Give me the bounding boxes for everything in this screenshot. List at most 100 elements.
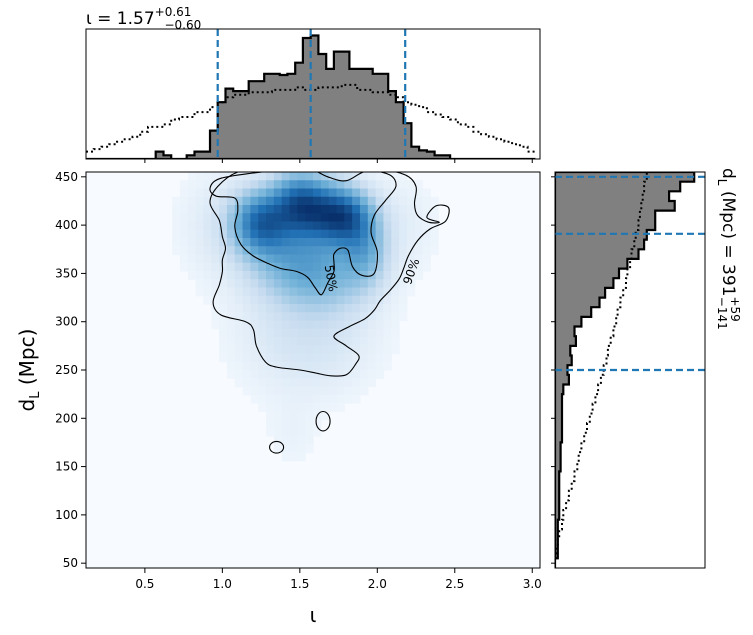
heatmap-cell xyxy=(226,370,236,379)
heatmap-cell xyxy=(226,337,236,346)
heatmap-cell xyxy=(242,196,251,206)
heatmap-cell xyxy=(406,188,416,198)
heatmap-cell xyxy=(406,180,416,190)
x-tick-label: 1.5 xyxy=(290,577,309,591)
heatmap-cell xyxy=(297,436,306,445)
heatmap-cell xyxy=(219,205,228,214)
heatmap-cell xyxy=(383,196,392,206)
heatmap-cell xyxy=(289,196,298,206)
heatmap-cell xyxy=(273,229,283,239)
heatmap-cell xyxy=(375,361,385,371)
heatmap-cell xyxy=(250,205,259,214)
heatmap-cell xyxy=(258,361,267,371)
heatmap-cell xyxy=(399,279,408,289)
heatmap-cell xyxy=(195,172,205,181)
heatmap-cell xyxy=(414,238,424,247)
heatmap-cell xyxy=(281,180,291,190)
heatmap-cell xyxy=(344,312,353,322)
heatmap-cell xyxy=(242,271,251,280)
heatmap-cell xyxy=(375,304,385,313)
contour-90-line xyxy=(209,172,450,377)
heatmap-cell xyxy=(422,196,432,206)
heatmap-cell xyxy=(305,295,314,305)
heatmap-cell xyxy=(211,172,220,181)
heatmap-cell xyxy=(391,180,400,190)
heatmap-cell xyxy=(313,254,322,264)
heatmap-cell xyxy=(320,213,330,223)
heatmap-cell xyxy=(266,221,275,231)
heatmap-cell xyxy=(375,205,385,214)
heatmap-cell xyxy=(328,172,338,181)
heatmap-cell xyxy=(399,254,408,264)
heatmap-cell xyxy=(226,221,236,231)
heatmap-cell xyxy=(273,345,283,355)
heatmap-cell xyxy=(320,320,330,330)
heatmap-cell xyxy=(399,229,408,239)
heatmap-cell xyxy=(383,221,392,231)
heatmap-cell xyxy=(367,180,377,190)
heatmap-cell xyxy=(375,246,385,256)
heatmap-cell xyxy=(297,229,306,239)
heatmap-cell xyxy=(313,246,322,256)
heatmap-cell xyxy=(320,394,330,404)
heatmap-cell xyxy=(250,279,259,289)
heatmap-cell xyxy=(375,295,385,305)
heatmap-cell xyxy=(399,246,408,256)
heatmap-cell xyxy=(273,246,283,256)
heatmap-cell xyxy=(297,411,306,421)
heatmap-cell xyxy=(187,254,197,264)
heatmap-cell xyxy=(313,279,322,289)
heatmap-cell xyxy=(305,229,314,239)
heatmap-cell xyxy=(336,287,345,297)
heatmap-cell xyxy=(234,221,244,231)
heatmap-cell xyxy=(281,213,291,223)
heatmap-cell xyxy=(281,370,291,379)
heatmap-cell xyxy=(313,386,322,396)
heatmap-cell xyxy=(203,246,212,256)
heatmap-cell xyxy=(172,238,181,247)
heatmap-cell xyxy=(352,312,361,322)
heatmap-cell xyxy=(336,361,345,371)
heatmap-cell xyxy=(219,271,228,280)
heatmap-cell xyxy=(383,353,392,363)
heatmap-cell xyxy=(344,337,353,346)
heatmap-cell xyxy=(297,353,306,363)
heatmap-cell xyxy=(297,320,306,330)
heatmap-cell xyxy=(266,254,275,264)
heatmap-cell xyxy=(391,221,400,231)
heatmap-cell xyxy=(250,188,259,198)
heatmap-cell xyxy=(242,180,251,190)
heatmap-cell xyxy=(336,337,345,346)
contour-island xyxy=(269,440,285,454)
heatmap-cell xyxy=(320,378,330,388)
heatmap-cell xyxy=(320,205,330,214)
heatmap-cell xyxy=(313,229,322,239)
heatmap-cell xyxy=(320,262,330,272)
heatmap-cell xyxy=(313,378,322,388)
heatmap-cell xyxy=(219,312,228,322)
heatmap-cell xyxy=(250,353,259,363)
heatmap-cell xyxy=(320,328,330,338)
heatmap-cell xyxy=(242,254,251,264)
x-tick-label: 2.5 xyxy=(445,577,464,591)
heatmap-cell xyxy=(195,246,205,256)
heatmap-cell xyxy=(219,295,228,305)
heatmap-cell xyxy=(226,271,236,280)
heatmap-cell xyxy=(344,221,353,231)
heatmap-cell xyxy=(399,287,408,297)
heatmap-cell xyxy=(406,213,416,223)
heatmap-cell xyxy=(336,304,345,313)
heatmap-cell xyxy=(258,312,267,322)
heatmap-cell xyxy=(266,427,275,437)
heatmap-cell xyxy=(313,419,322,429)
heatmap-cell xyxy=(399,304,408,313)
heatmap-cell xyxy=(344,188,353,198)
heatmap-cell xyxy=(352,221,361,231)
heatmap-cell xyxy=(367,304,377,313)
heatmap-cell xyxy=(359,361,369,371)
heatmap-cell xyxy=(367,188,377,198)
heatmap-cell xyxy=(391,196,400,206)
heatmap-cell xyxy=(258,304,267,313)
heatmap-cell xyxy=(375,320,385,330)
heatmap-cell xyxy=(375,213,385,223)
